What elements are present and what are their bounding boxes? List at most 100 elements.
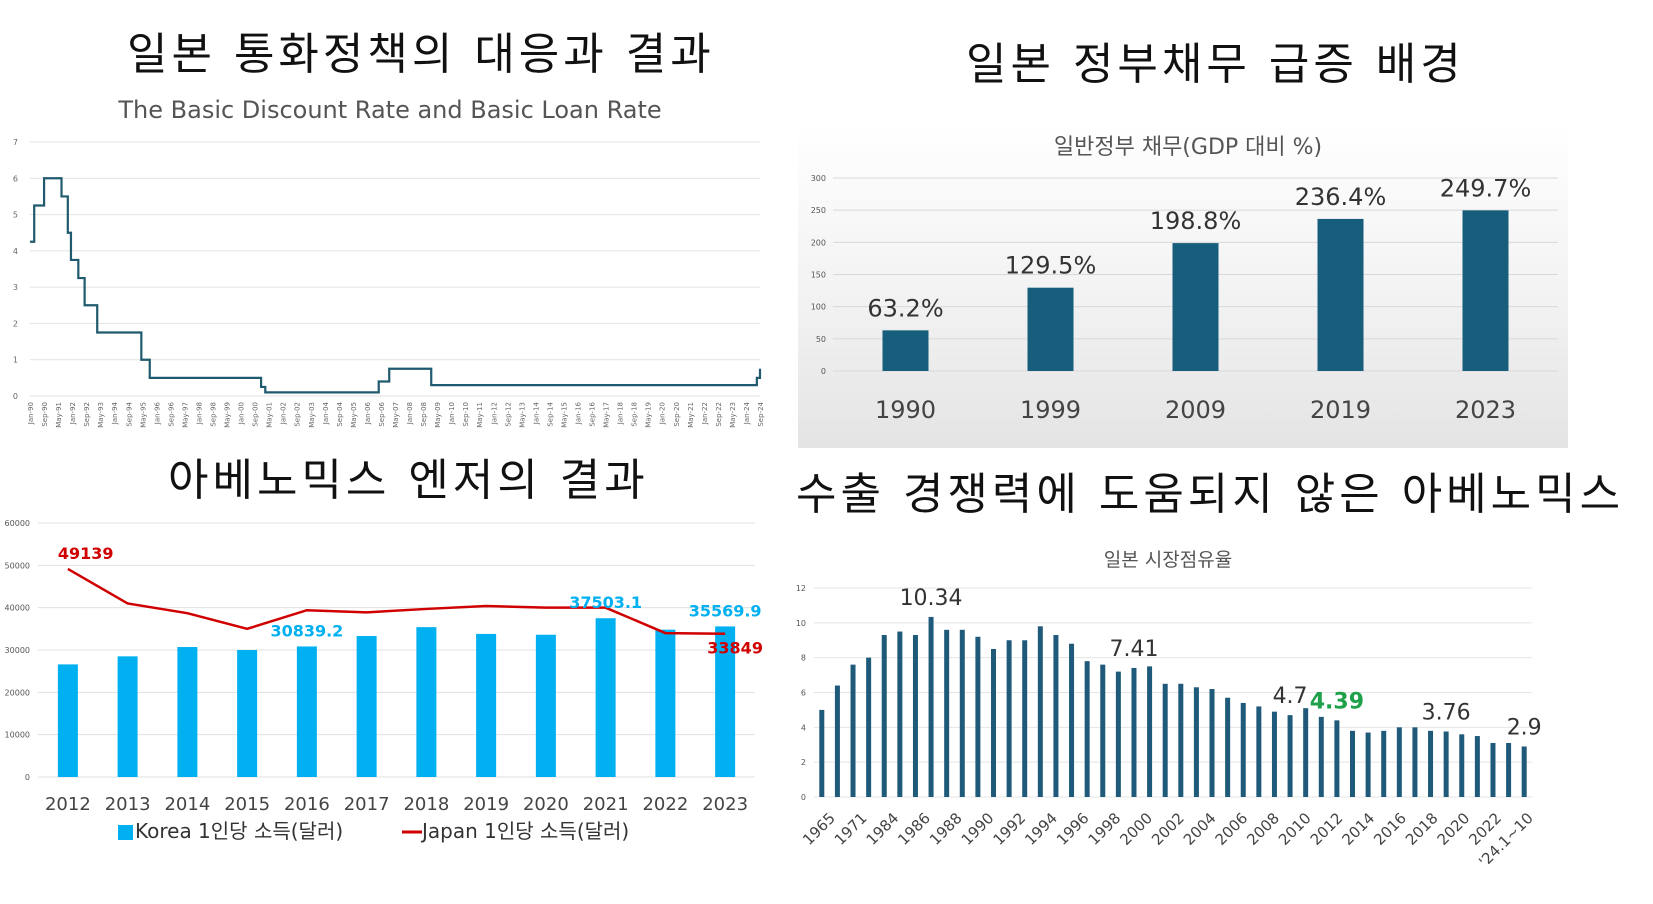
x-tick-label: 2010 [1275,809,1315,849]
x-tick-label: Jan-14 [532,401,540,425]
share-bar [897,631,903,797]
share-bar [1131,667,1137,797]
x-tick-label: Jan-08 [406,402,414,425]
x-tick-label: Sep-16 [589,401,597,426]
x-tick-label: Sep-22 [715,402,723,427]
share-bar [1069,643,1075,797]
heading-export-competitiveness: 수출 경쟁력에 도움되지 않은 아베노믹스 [796,469,1625,520]
y-tick-label: 100 [811,303,826,312]
korea-income-bar [117,656,138,777]
debt-data-label: 198.8% [1150,207,1242,235]
x-tick-label: 2002 [1148,809,1188,849]
share-bar [1521,746,1527,797]
korea-income-bar [57,664,78,777]
x-tick-label: May-07 [392,402,400,428]
x-tick-label: Sep-10 [462,402,470,427]
korea-income-bar [296,646,317,777]
y-tick-label: 3 [13,283,18,292]
x-tick-label: 2018 [403,794,449,815]
share-bar [866,657,872,797]
x-tick-label: 2021 [583,794,629,815]
heading-government-debt: 일본 정부채무 급증 배경 [966,39,1465,90]
y-tick-label: 0 [801,793,806,802]
x-tick-label: May-19 [645,402,653,428]
share-bar [928,616,934,797]
x-tick-label: Jan-94 [111,401,119,425]
y-tick-label: 50 [816,335,826,344]
x-tick-label: 1988 [926,809,966,849]
x-tick-label: May-15 [560,402,568,428]
share-bar [1271,711,1277,797]
share-bar [1428,730,1434,797]
x-tick-label: 2022 [642,794,688,815]
x-tick-label: Jan-06 [364,401,372,425]
share-bar [1474,736,1480,797]
share-bar [1006,640,1012,797]
share-annotation: 2.9 [1507,715,1542,740]
x-tick-label: Sep-18 [631,402,639,427]
x-tick-label: May-93 [97,402,105,428]
x-tick-label: 1992 [989,809,1029,849]
share-annotation: 10.34 [900,586,963,611]
share-bar [975,636,981,797]
y-tick-label: 20000 [5,688,30,697]
x-tick-label: 2018 [1402,809,1442,849]
x-tick-label: Sep-94 [125,401,133,426]
heading-monetary-policy: 일본 통화정책의 대응과 결과 [127,29,715,80]
debt-data-label: 129.5% [1005,252,1097,280]
government-debt-chart: 일반정부 채무(GDP 대비 %) 0 50 100 150 200 250 300 63.2%… [798,120,1568,448]
share-bar [1240,702,1246,797]
debt-bar [1317,218,1364,371]
y-tick-label: 6 [13,174,18,183]
share-bar [1256,706,1262,797]
x-tick-label: 2013 [105,794,151,815]
share-bar [1459,734,1465,797]
x-tick-label: 1999 [1020,396,1081,424]
y-tick-label: 2 [13,319,18,328]
share-bar [1100,664,1106,797]
y-tick-label: 0 [13,392,18,401]
y-tick-label: 300 [811,174,826,183]
x-tick-label: 2023 [702,794,748,815]
x-tick-label: May-13 [518,402,526,428]
x-tick-label: Jan-16 [575,401,583,425]
y-tick-label: 150 [811,271,826,280]
debt-bar [1172,243,1219,371]
korea-income-bar [715,626,736,777]
x-tick-label: 2012 [45,794,91,815]
x-tick-label: May-11 [476,402,484,428]
y-tick-label: 4 [13,247,18,256]
share-bar [959,629,965,797]
share-bar [881,635,887,797]
chart-title: 일반정부 채무(GDP 대비 %) [1054,135,1322,160]
x-tick-label: 2015 [224,794,270,815]
debt-bar [1462,210,1509,371]
x-tick-label: 2023 [1455,396,1516,424]
x-tick-label: May-97 [181,402,189,428]
share-bar [944,629,950,797]
x-tick-label: 1990 [875,396,936,424]
korea-income-bar [356,636,377,777]
share-bar [1037,626,1043,797]
x-tick-label: May-23 [729,402,737,428]
y-tick-label: 30000 [5,646,30,655]
x-tick-label: Jan-10 [448,402,456,425]
share-bar [1490,743,1496,797]
y-tick-label: 250 [811,206,826,215]
y-tick-label: 1 [13,356,18,365]
y-tick-label: 12 [796,584,806,593]
share-bar [834,685,840,797]
korea-income-bar [237,650,258,777]
income-comparison-chart: 0 10000 20000 30000 40000 50000 60000 2012 2013 2… [0,508,790,904]
y-tick-label: 6 [801,689,806,698]
x-tick-label: 2008 [1243,809,1283,849]
share-bar [1318,716,1324,797]
korea-income-bar [476,633,497,777]
korea-income-bar [177,647,198,777]
x-tick-label: 1965 [799,809,839,849]
y-tick-label: 0 [25,773,30,782]
x-tick-label: May-01 [266,402,274,428]
share-bar [819,709,825,797]
x-tick-label: Sep-14 [546,401,554,426]
y-tick-label: 5 [13,211,18,220]
